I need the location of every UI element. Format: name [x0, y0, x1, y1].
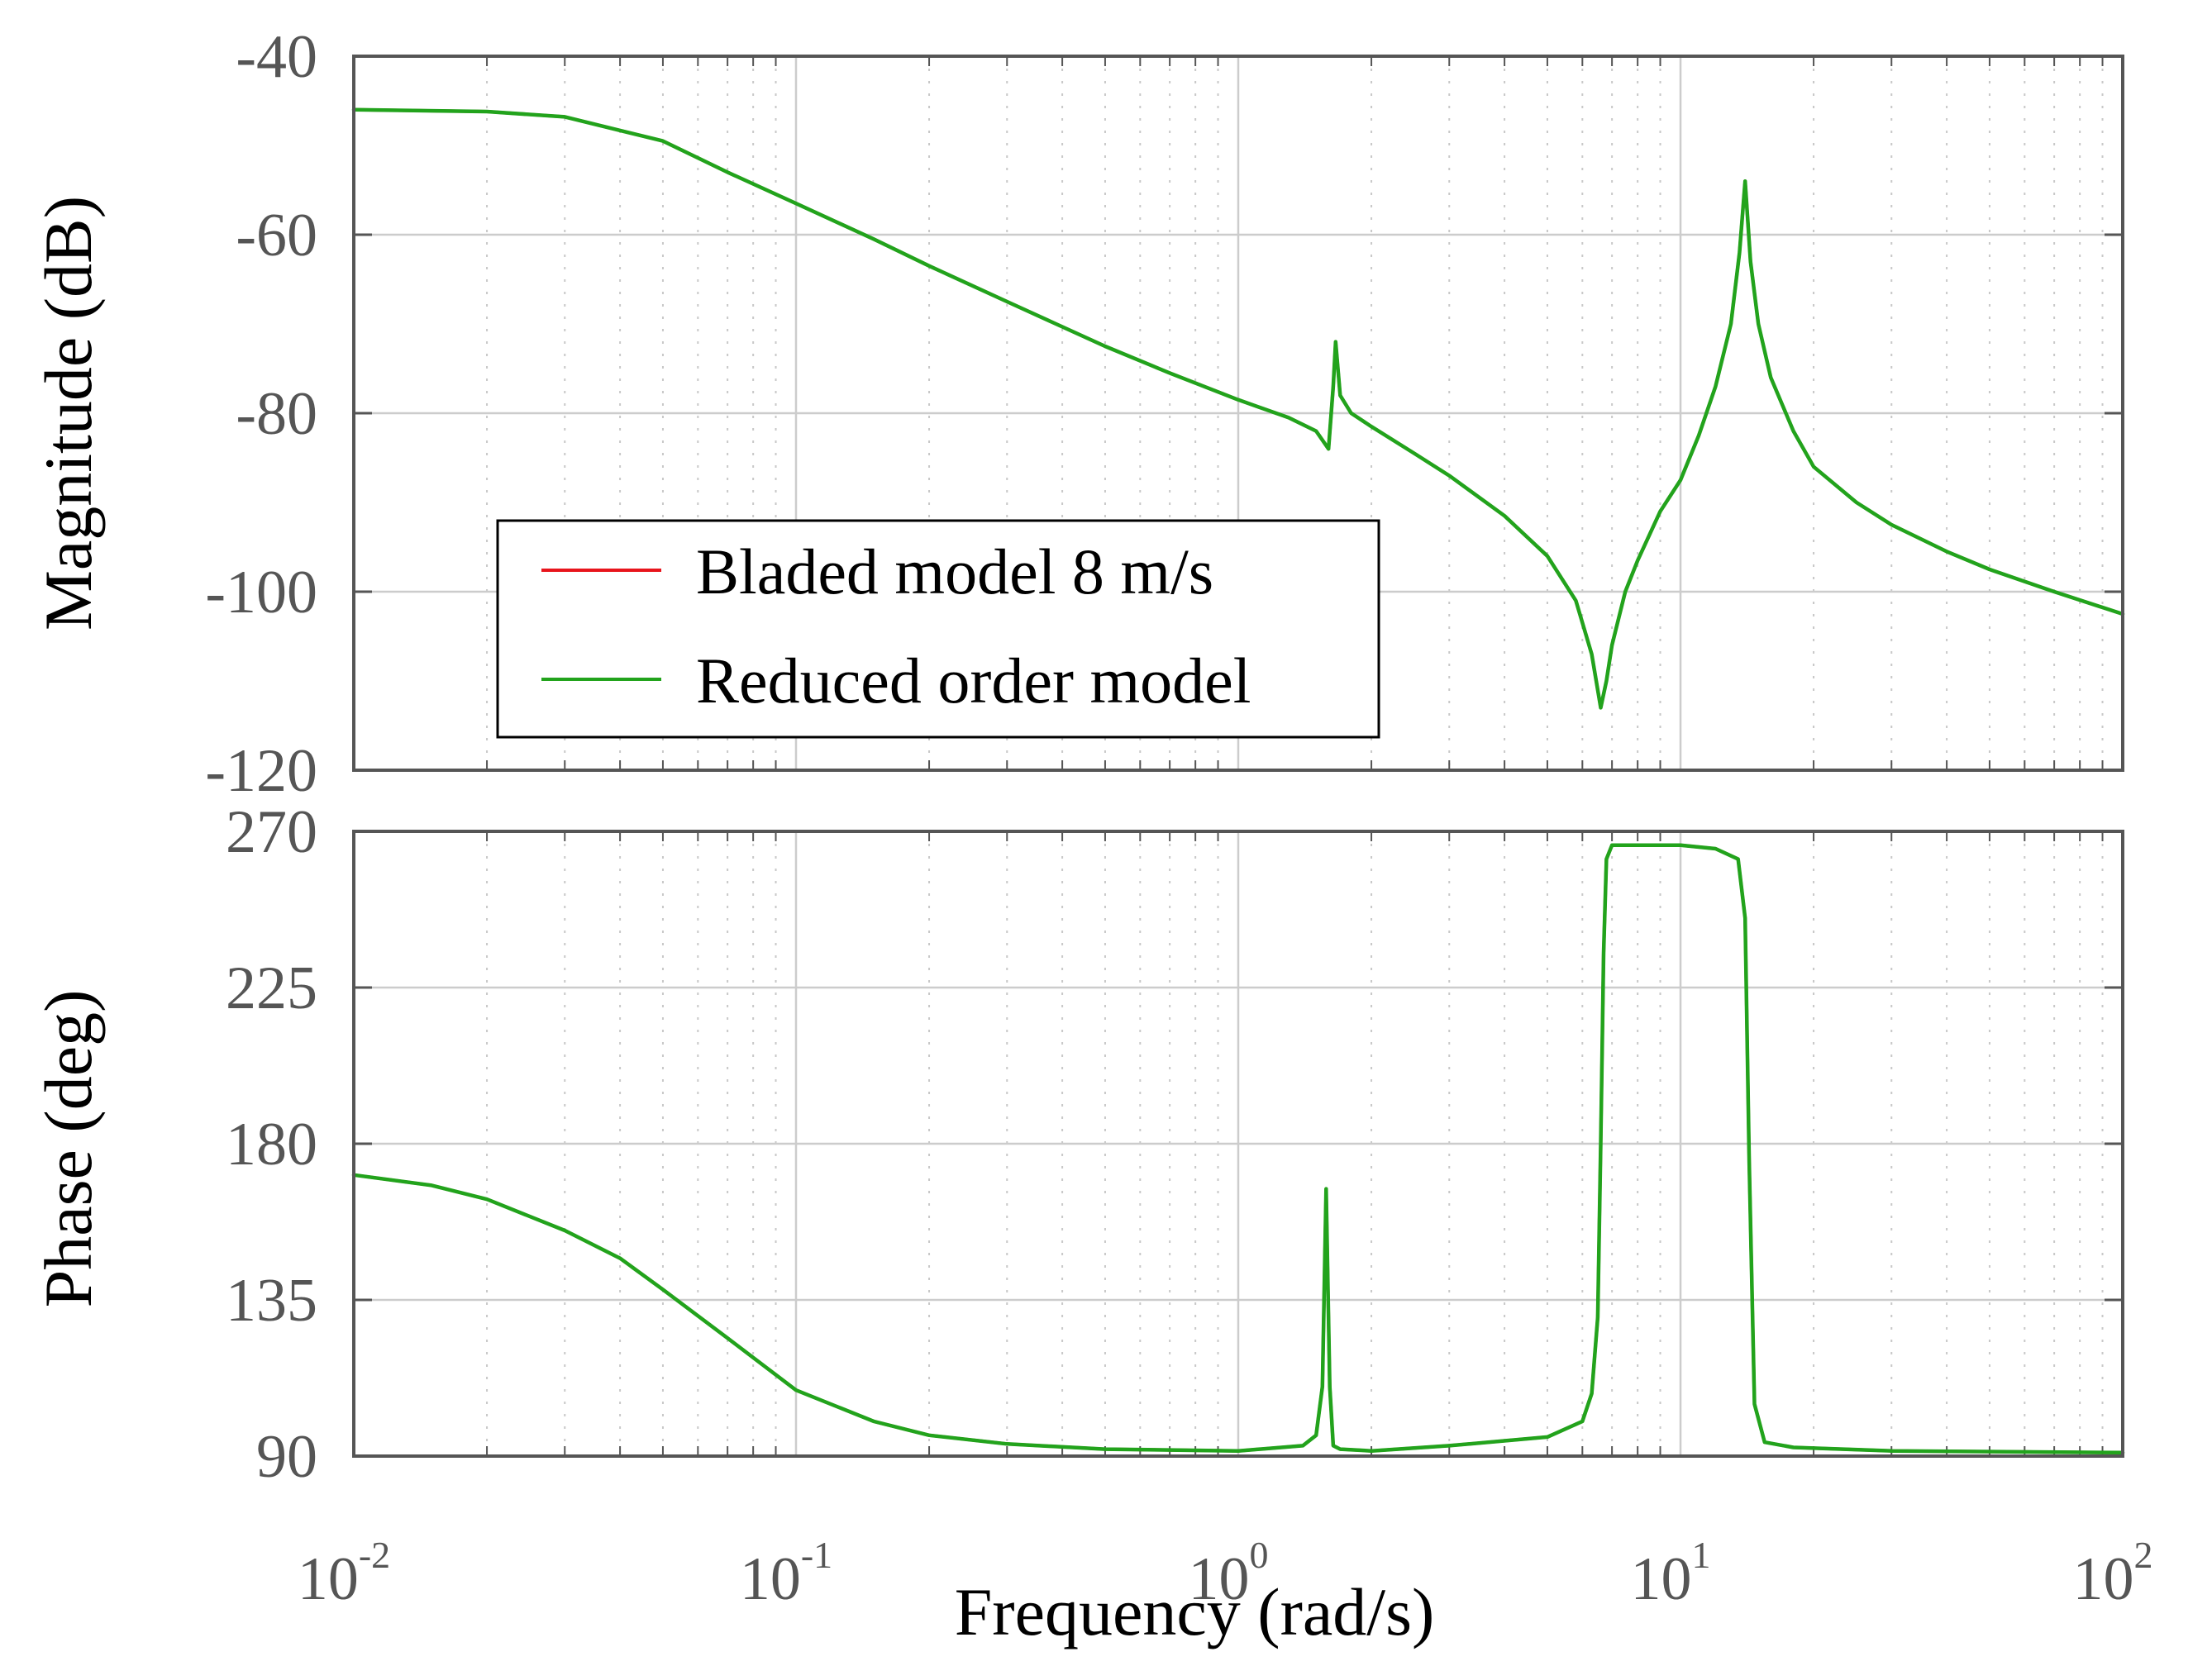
magnitude-axes-frame	[352, 55, 2124, 772]
phase-ytick-label: 225	[226, 954, 317, 1022]
phase-panel: 270 225 180 135 90 10-2 10-1 100 101 102	[226, 798, 2153, 1613]
magnitude-series-group	[351, 107, 2125, 710]
phase-axis-label: Phase (deg)	[31, 990, 106, 1308]
magnitude-ytick-label: -100	[205, 559, 317, 626]
frequency-axis-label: Frequency (rad/s)	[955, 1574, 1435, 1649]
legend-box	[496, 519, 1380, 739]
phase-ytick-label: 270	[226, 798, 317, 866]
phase-series-group	[351, 843, 2125, 1455]
xtick-label: 10-2	[298, 1534, 390, 1613]
phase-ytick-label: 180	[226, 1111, 317, 1178]
magnitude-ytick-label: -40	[236, 23, 317, 91]
xtick-label: 102	[2073, 1534, 2153, 1613]
legend: Bladed model 8 m/s Reduced order model	[496, 519, 1380, 739]
phase-grid: 270 225 180 135 90	[226, 798, 2123, 1491]
phase-axes-frame	[352, 830, 2124, 1458]
xtick-label: 10-1	[740, 1534, 832, 1613]
legend-entry-reduced: Reduced order model	[696, 645, 1251, 716]
magnitude-ytick-label: -80	[236, 380, 317, 448]
phase-series-line-reduced	[351, 843, 2125, 1455]
magnitude-ytick-label: -60	[236, 202, 317, 269]
legend-entry-bladed: Bladed model 8 m/s	[696, 536, 1213, 607]
magnitude-series-line-reduced	[351, 107, 2125, 710]
magnitude-axis-label: Magnitude (dB)	[31, 196, 106, 631]
xtick-label: 100	[1189, 1534, 1269, 1613]
phase-ytick-label: 90	[256, 1423, 317, 1491]
magnitude-ytick-label: -120	[205, 737, 317, 805]
phase-ytick-label: 135	[226, 1267, 317, 1335]
xtick-label: 101	[1631, 1534, 1711, 1613]
